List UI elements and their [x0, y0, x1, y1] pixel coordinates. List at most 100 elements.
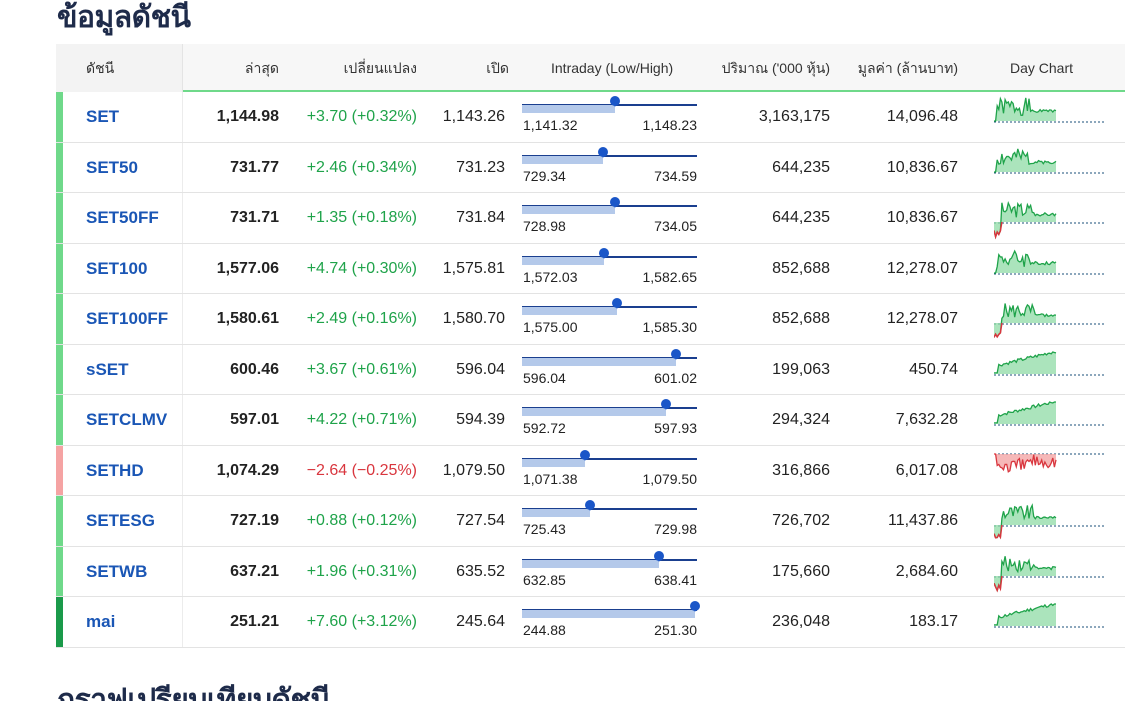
day-chart[interactable]	[994, 398, 1106, 442]
intraday-fill	[522, 559, 659, 568]
day-chart[interactable]	[994, 550, 1106, 594]
index-name-link[interactable]: SET	[86, 107, 120, 126]
table-row[interactable]: SET50FF 731.71 +1.35 (+0.18%) 731.84 728…	[56, 193, 1125, 244]
table-row[interactable]: SET 1,144.98 +3.70 (+0.32%) 1,143.26 1,1…	[56, 92, 1125, 143]
last-value: 1,074.29	[216, 461, 279, 479]
index-name-link[interactable]: SETESG	[86, 511, 155, 530]
index-name-link[interactable]: sSET	[86, 359, 129, 379]
intraday-marker-icon	[599, 247, 610, 259]
index-name-link[interactable]: SETHD	[86, 460, 144, 480]
daychart-area	[994, 303, 1056, 338]
value-value: 14,096.48	[886, 108, 958, 125]
name-cell-bg	[56, 445, 183, 495]
daychart-line	[994, 555, 1057, 592]
day-chart[interactable]	[994, 95, 1106, 139]
intraday-range: 1,141.32 1,148.23	[522, 92, 697, 142]
table-row[interactable]: mai 251.21 +7.60 (+3.12%) 245.64 244.88 …	[56, 597, 1125, 648]
header-value[interactable]: มูลค่า (ล้านบาท)	[857, 60, 958, 76]
intraday-low: 632.85	[523, 571, 566, 588]
name-cell-bg	[56, 294, 183, 344]
index-name-link[interactable]: SETWB	[86, 561, 148, 581]
last-value: 251.21	[230, 613, 279, 630]
open-value: 1,143.26	[442, 108, 505, 125]
table-row[interactable]: SET100 1,577.06 +4.74 (+0.30%) 1,575.81 …	[56, 243, 1125, 294]
day-chart[interactable]	[994, 146, 1106, 190]
open-value: 1,580.70	[442, 310, 505, 327]
intraday-marker-icon	[609, 197, 620, 208]
header-change[interactable]: เปลี่ยนแปลง	[343, 60, 417, 76]
intraday-track	[522, 154, 697, 157]
table-row[interactable]: sSET 600.46 +3.67 (+0.61%) 596.04 596.04…	[56, 344, 1125, 395]
index-name-link[interactable]: SET100	[86, 258, 148, 278]
table-row[interactable]: SETESG 727.19 +0.88 (+0.12%) 727.54 725.…	[56, 496, 1125, 547]
intraday-low: 1,141.32	[523, 117, 578, 133]
volume-value: 3,163,175	[758, 108, 830, 125]
index-name-link[interactable]: SET50	[86, 157, 138, 177]
intraday-fill	[522, 610, 696, 618]
table-row[interactable]: SET100FF 1,580.61 +2.49 (+0.16%) 1,580.7…	[56, 294, 1125, 345]
intraday-track	[522, 457, 697, 460]
index-table: ดัชนี ล่าสุด เปลี่ยนแปลง เปิด Intraday (…	[56, 44, 1125, 648]
index-name-link[interactable]: mai	[86, 612, 116, 631]
intraday-range: 728.98 734.05	[522, 193, 697, 243]
value-value: 10,836.67	[886, 158, 958, 176]
status-bar	[56, 597, 63, 647]
intraday-marker-icon	[653, 550, 664, 562]
intraday-high: 734.59	[654, 167, 697, 184]
intraday-low: 244.88	[523, 622, 566, 638]
index-name-link[interactable]: SET50FF	[86, 208, 159, 227]
header-open[interactable]: เปิด	[486, 60, 509, 76]
table-row[interactable]: SET50 731.77 +2.46 (+0.34%) 731.23 729.3…	[56, 142, 1125, 193]
day-chart[interactable]	[994, 449, 1106, 493]
last-value: 637.21	[230, 562, 279, 580]
last-value: 731.77	[230, 158, 279, 176]
status-bar	[56, 546, 63, 596]
index-name-link[interactable]: SETCLMV	[86, 410, 168, 429]
day-chart[interactable]	[994, 600, 1106, 644]
table-row[interactable]: SETWB 637.21 +1.96 (+0.31%) 635.52 632.8…	[56, 546, 1125, 597]
daychart-line	[994, 248, 1057, 274]
intraday-high: 1,582.65	[642, 268, 698, 285]
name-cell-bg	[56, 243, 183, 293]
intraday-low: 592.72	[523, 420, 566, 436]
header-volume[interactable]: ปริมาณ ('000 หุ้น)	[721, 60, 830, 76]
index-name-link[interactable]: SET100FF	[86, 309, 169, 328]
table-row[interactable]: SETHD 1,074.29 −2.64 (−0.25%) 1,079.50 1…	[56, 445, 1125, 496]
day-chart[interactable]	[994, 297, 1106, 341]
intraday-fill	[522, 155, 603, 164]
last-value: 1,580.61	[216, 310, 279, 327]
status-bar	[56, 243, 63, 293]
header-name[interactable]: ดัชนี	[86, 60, 115, 76]
value-value: 450.74	[909, 360, 958, 378]
intraday-range: 244.88 251.30	[522, 597, 701, 647]
day-chart[interactable]	[994, 348, 1106, 392]
value-value: 183.17	[909, 613, 958, 630]
header-last[interactable]: ล่าสุด	[244, 60, 279, 76]
volume-value: 644,235	[772, 209, 830, 226]
value-value: 7,632.28	[895, 411, 958, 428]
intraday-low: 1,575.00	[523, 319, 578, 335]
next-section-title: กราฟเปรียบเทียบดัชนี	[57, 683, 331, 701]
open-value: 635.52	[456, 562, 505, 580]
daychart-area	[994, 402, 1056, 424]
open-value: 245.64	[456, 613, 505, 630]
last-value: 600.46	[230, 360, 279, 378]
change-value: +3.70 (+0.32%)	[306, 108, 417, 125]
intraday-high: 638.41	[654, 571, 697, 588]
intraday-range: 632.85 638.41	[522, 547, 697, 597]
intraday-high: 729.98	[654, 521, 697, 537]
intraday-marker-icon	[611, 298, 622, 309]
day-chart[interactable]	[994, 499, 1106, 543]
name-cell-bg	[56, 395, 183, 445]
table-row[interactable]: SETCLMV 597.01 +4.22 (+0.71%) 594.39 592…	[56, 395, 1125, 446]
volume-value: 236,048	[772, 613, 830, 630]
daychart-area	[994, 202, 1056, 237]
change-value: +1.35 (+0.18%)	[306, 209, 417, 226]
volume-value: 175,660	[772, 562, 830, 580]
value-value: 11,437.86	[888, 512, 958, 529]
table-header: ดัชนี ล่าสุด เปลี่ยนแปลง เปิด Intraday (…	[56, 44, 1125, 92]
day-chart[interactable]	[994, 196, 1106, 240]
status-bar	[56, 193, 63, 243]
intraday-marker-icon	[660, 399, 671, 410]
day-chart[interactable]	[994, 247, 1106, 291]
